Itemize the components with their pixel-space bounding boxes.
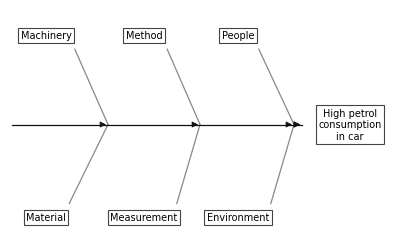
Text: Measurement: Measurement xyxy=(110,212,178,222)
Text: High petrol
consumption
in car: High petrol consumption in car xyxy=(318,108,382,142)
Text: People: People xyxy=(222,31,254,41)
Text: Environment: Environment xyxy=(207,212,269,222)
Text: Material: Material xyxy=(26,212,66,222)
Text: Method: Method xyxy=(126,31,162,41)
Text: Machinery: Machinery xyxy=(20,31,72,41)
